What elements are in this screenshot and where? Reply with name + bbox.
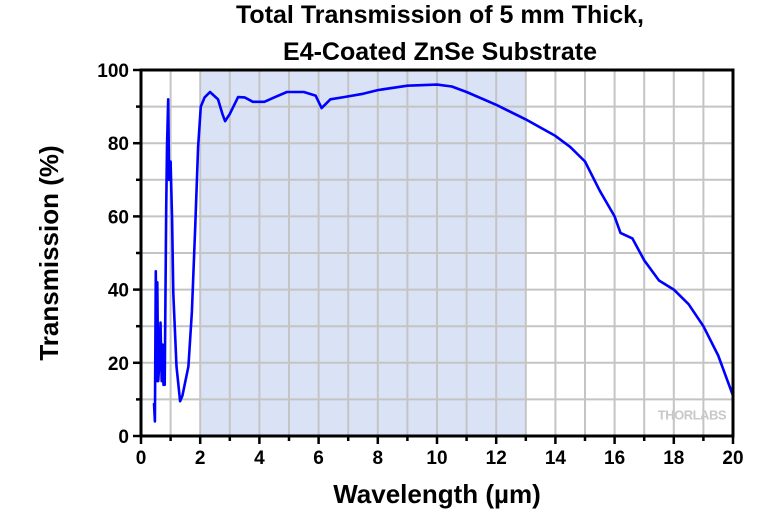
x-tick-label: 4: [254, 448, 265, 469]
x-tick-label: 2: [195, 448, 206, 469]
chart-title-line-2: E4-Coated ZnSe Substrate: [283, 38, 597, 66]
x-tick-label: 10: [426, 448, 447, 469]
y-tick-label: 20: [108, 354, 129, 375]
plot-area: THORLABS 0 2 4 6 8 10 12 14 16 18 20 0 20 40 60 80 100: [97, 61, 743, 469]
y-tick-label: 40: [108, 281, 129, 302]
y-axis-label: Transmission (%): [34, 145, 64, 360]
chart-title-line-1: Total Transmission of 5 mm Thick,: [236, 1, 644, 29]
x-tick-label: 0: [136, 448, 147, 469]
x-tick-label: 20: [722, 448, 743, 469]
x-tick-label: 6: [313, 448, 324, 469]
x-tick-label: 18: [663, 448, 684, 469]
x-tick-label: 12: [486, 448, 507, 469]
y-tick-label: 100: [97, 61, 129, 82]
x-tick-label: 14: [545, 448, 567, 469]
x-axis-label: Wavelength (µm): [333, 479, 541, 509]
y-tick-label: 80: [108, 134, 129, 155]
y-tick-label: 60: [108, 207, 129, 228]
x-tick-label: 8: [373, 448, 384, 469]
x-tick-label: 16: [604, 448, 625, 469]
thorlabs-watermark: THORLABS: [658, 408, 727, 423]
transmission-line: [152, 83, 735, 423]
y-tick-label: 0: [118, 427, 129, 448]
